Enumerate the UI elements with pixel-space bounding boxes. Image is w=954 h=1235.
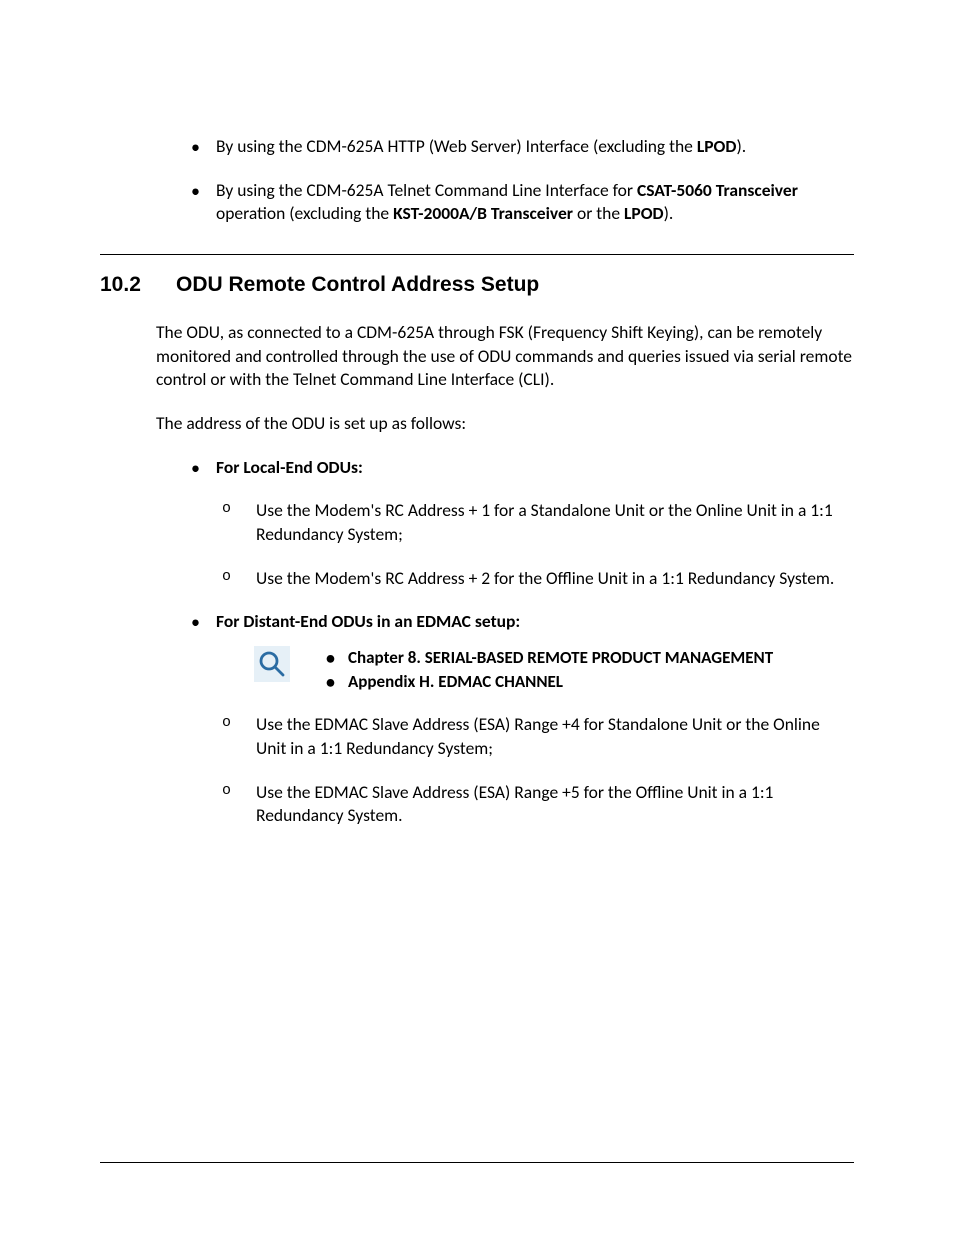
callout-list: Chapter 8. SERIAL-BASED REMOTE PRODUCT M…	[320, 646, 854, 694]
local-end-item: For Local-End ODUs: Use the Modem's RC A…	[176, 456, 854, 591]
section-title: ODU Remote Control Address Setup	[176, 271, 539, 299]
footer-rule	[100, 1162, 854, 1163]
magnifier-icon	[254, 646, 290, 682]
reference-callout: Chapter 8. SERIAL-BASED REMOTE PRODUCT M…	[254, 646, 854, 694]
distant-sub-2: Use the EDMAC Slave Address (ESA) Range …	[216, 781, 854, 828]
section-heading: 10.2 ODU Remote Control Address Setup	[100, 271, 854, 299]
intro-bullet-1: By using the CDM-625A HTTP (Web Server) …	[176, 135, 854, 159]
bullet-text: ).	[664, 202, 674, 224]
page-container: By using the CDM-625A HTTP (Web Server) …	[0, 0, 954, 1235]
local-sub-1: Use the Modem's RC Address + 1 for a Sta…	[216, 499, 854, 546]
intro-bullet-list: By using the CDM-625A HTTP (Web Server) …	[176, 135, 854, 226]
distant-sub-list: Use the EDMAC Slave Address (ESA) Range …	[216, 713, 854, 828]
bullet-text: By using the CDM-625A HTTP (Web Server) …	[216, 135, 697, 157]
bullet-text: operation (excluding the	[216, 202, 393, 224]
paragraph-1: The ODU, as connected to a CDM-625A thro…	[156, 321, 854, 392]
local-sub-list: Use the Modem's RC Address + 1 for a Sta…	[216, 499, 854, 590]
section-number: 10.2	[100, 271, 176, 299]
bullet-bold: KST-2000A/B Transceiver	[393, 202, 573, 224]
callout-item-2: Appendix H. EDMAC CHANNEL	[320, 670, 854, 694]
intro-bullet-2: By using the CDM-625A Telnet Command Lin…	[176, 179, 854, 226]
paragraph-2: The address of the ODU is set up as foll…	[156, 412, 854, 436]
bullet-bold: CSAT-5060 Transceiver	[637, 179, 798, 201]
main-bullet-list: For Local-End ODUs: Use the Modem's RC A…	[176, 456, 854, 828]
section-divider	[100, 254, 854, 255]
distant-end-label: For Distant-End ODUs in an EDMAC setup:	[216, 610, 520, 632]
bullet-bold: LPOD	[697, 135, 737, 157]
distant-sub-1: Use the EDMAC Slave Address (ESA) Range …	[216, 713, 854, 760]
callout-item-1: Chapter 8. SERIAL-BASED REMOTE PRODUCT M…	[320, 646, 854, 670]
local-end-label: For Local-End ODUs:	[216, 456, 363, 478]
bullet-text: or the	[573, 202, 624, 224]
bullet-text: By using the CDM-625A Telnet Command Lin…	[216, 179, 637, 201]
local-sub-2: Use the Modem's RC Address + 2 for the O…	[216, 567, 854, 591]
distant-end-item: For Distant-End ODUs in an EDMAC setup: …	[176, 610, 854, 828]
content-area: By using the CDM-625A HTTP (Web Server) …	[100, 135, 854, 828]
bullet-text: ).	[736, 135, 746, 157]
bullet-bold: LPOD	[624, 202, 664, 224]
